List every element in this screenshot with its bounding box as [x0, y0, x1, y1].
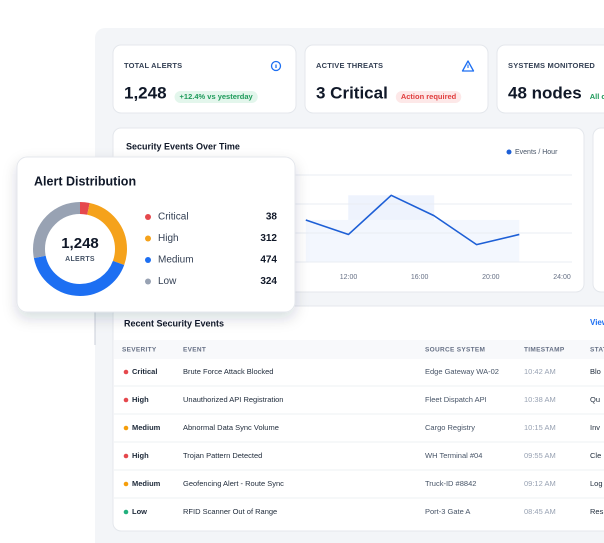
event: Abnormal Data Sync Volume — [183, 423, 279, 432]
legend-dot — [145, 278, 151, 285]
donut-total: 1,248 — [61, 235, 99, 252]
severity-dot — [123, 453, 129, 459]
stat-badge: +12.4% vs yesterday — [180, 92, 254, 101]
info-icon — [270, 60, 282, 72]
legend-dot — [506, 149, 512, 155]
timestamp: 09:12 AM — [524, 479, 556, 488]
legend-value: 474 — [260, 255, 277, 266]
legend-value: 312 — [260, 233, 277, 244]
source: Truck-ID #8842 — [425, 479, 476, 488]
table-card — [112, 305, 604, 532]
timestamp: 10:38 AM — [524, 395, 556, 404]
source: Cargo Registry — [425, 423, 475, 432]
legend-value: 324 — [260, 276, 277, 287]
source: Edge Gateway WA-02 — [425, 367, 499, 376]
x-tick-label: 20:00 — [482, 274, 500, 281]
content: TOTAL ALERTS 1,248 +12.4% vs yesterday ACTI… — [16, 44, 604, 532]
stat-value: 1,248 — [124, 83, 167, 102]
stat-badge: All c — [590, 92, 604, 101]
severity: High — [132, 451, 149, 460]
x-tick-label: 12:00 — [340, 274, 358, 281]
source: WH Terminal #04 — [425, 451, 482, 460]
x-tick-label: 16:00 — [411, 274, 429, 281]
legend-dot — [145, 235, 151, 242]
warning-icon — [461, 60, 475, 72]
donut-segment — [33, 202, 127, 296]
badge-bg — [174, 91, 258, 103]
badge-bg — [395, 91, 462, 103]
legend-dot — [145, 214, 151, 220]
legend-value: 38 — [266, 212, 278, 223]
legend-dot — [145, 257, 151, 263]
popup-title: Alert Distribution — [34, 174, 136, 188]
event: Unauthorized API Registration — [183, 395, 283, 404]
source: Fleet Dispatch API — [425, 395, 487, 404]
stat-label: ACTIVE THREATS — [316, 61, 383, 70]
timestamp: 08:45 AM — [524, 507, 556, 516]
x-tick-label: 24:00 — [553, 274, 571, 281]
column-header: SEVERITY — [122, 347, 157, 354]
timestamp: 09:55 AM — [524, 451, 556, 460]
severity: Critical — [132, 367, 157, 376]
severity: Low — [132, 507, 147, 516]
donut-segment — [33, 202, 127, 296]
status: Inv — [590, 423, 600, 432]
legend-label: Critical — [158, 212, 189, 223]
event: Geofencing Alert - Route Sync — [183, 479, 284, 488]
stat-label: TOTAL ALERTS — [124, 61, 182, 70]
timestamp: 10:15 AM — [524, 423, 556, 432]
severity: Medium — [132, 479, 161, 488]
stat-card — [304, 44, 489, 114]
source: Port-3 Gate A — [425, 507, 470, 516]
event-line — [305, 194, 520, 246]
highlight-band — [305, 219, 520, 262]
column-header: STAT — [590, 347, 604, 354]
legend-label: Medium — [158, 255, 194, 266]
column-header: EVENT — [183, 347, 206, 354]
side-card — [592, 127, 604, 293]
event: RFID Scanner Out of Range — [183, 507, 277, 516]
status: Log — [590, 479, 603, 488]
table-header-bg — [114, 340, 604, 359]
popup-card — [16, 156, 296, 313]
legend-label: Low — [158, 276, 177, 287]
column-header: SOURCE SYSTEM — [425, 347, 485, 354]
status: Qu — [590, 395, 600, 404]
stat-value: 3 Critical — [316, 83, 388, 102]
severity-dot — [123, 425, 129, 431]
timestamp: 10:42 AM — [524, 367, 556, 376]
event: Trojan Pattern Detected — [183, 451, 262, 460]
severity: Medium — [132, 423, 161, 432]
chart-title: Security Events Over Time — [126, 141, 240, 151]
donut-total-label: ALERTS — [65, 256, 95, 263]
severity-dot — [123, 369, 129, 375]
status: Cle — [590, 451, 601, 460]
stat-card — [496, 44, 604, 114]
severity-dot — [123, 397, 129, 403]
stat-value: 48 nodes — [508, 83, 582, 102]
column-header: TIMESTAMP — [524, 347, 565, 354]
view-link[interactable]: View — [590, 318, 604, 327]
severity-dot — [123, 509, 129, 515]
stat-badge: Action required — [401, 92, 457, 101]
table-title: Recent Security Events — [124, 318, 224, 328]
stat-label: SYSTEMS MONITORED — [508, 61, 595, 70]
status: Res — [590, 507, 604, 516]
legend-label: Events / Hour — [515, 149, 558, 156]
severity: High — [132, 395, 149, 404]
donut-segment — [33, 202, 127, 296]
legend-label: High — [158, 233, 179, 244]
severity-dot — [123, 481, 129, 487]
event: Brute Force Attack Blocked — [183, 367, 273, 376]
status: Blo — [590, 367, 601, 376]
